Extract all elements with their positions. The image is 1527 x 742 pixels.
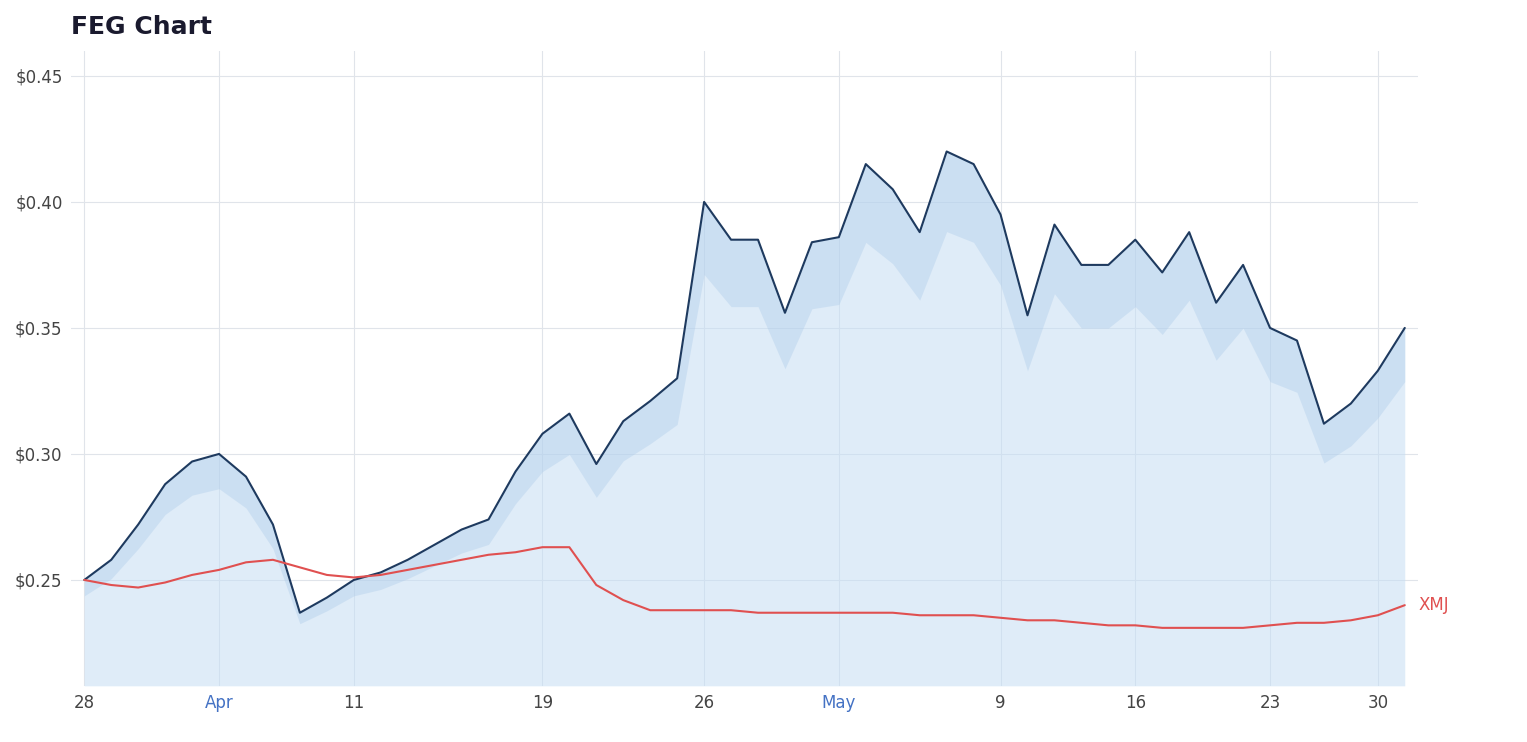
Text: XMJ: XMJ xyxy=(1419,596,1449,614)
Text: FEG Chart: FEG Chart xyxy=(70,15,212,39)
